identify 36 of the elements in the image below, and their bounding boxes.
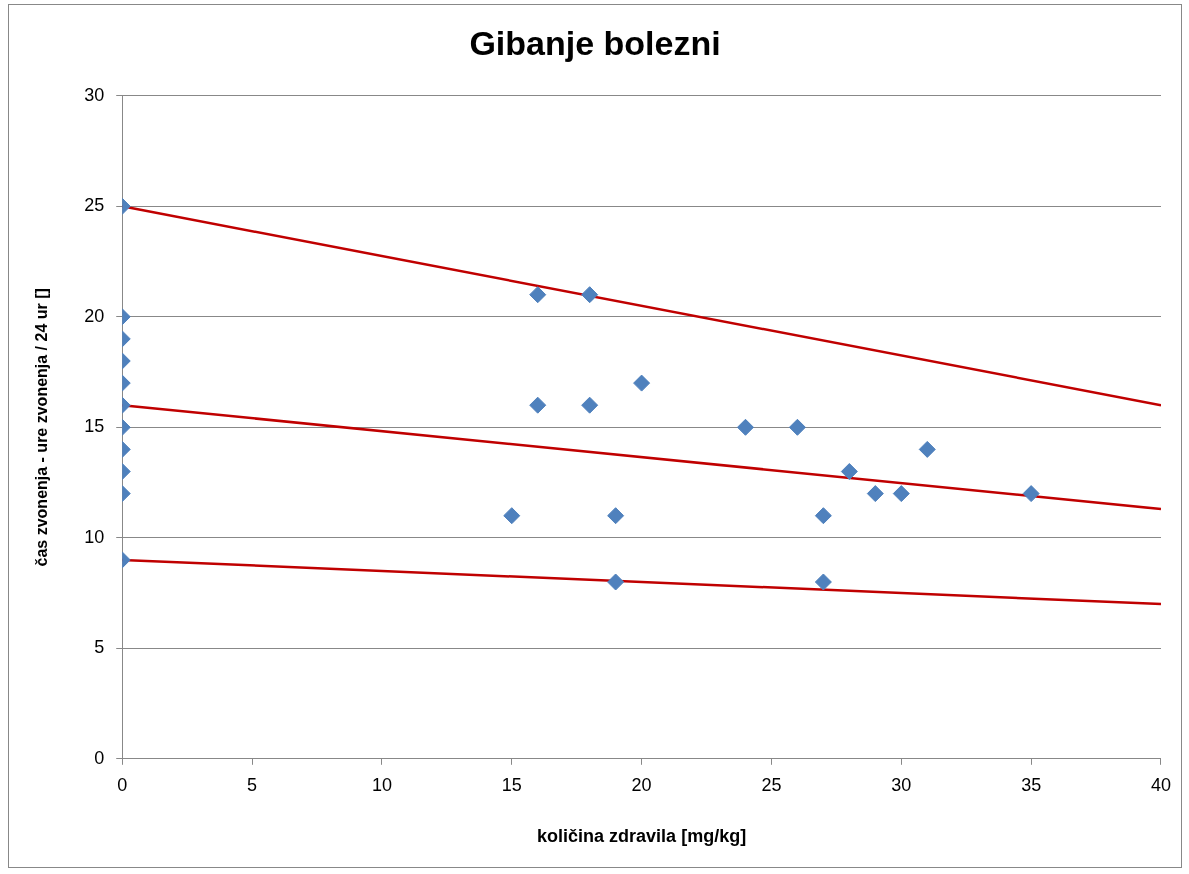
y-tick-label: 25: [84, 195, 105, 216]
x-tick-label: 40: [1150, 774, 1171, 795]
point: [788, 418, 806, 436]
x-tick-label: 10: [371, 774, 392, 795]
y-tick-label: 0: [94, 747, 105, 768]
x-tick-label: 30: [891, 774, 912, 795]
x-tick-label: 25: [761, 774, 782, 795]
chart-title: Gibanje bolezni: [469, 23, 721, 62]
point: [1022, 485, 1040, 503]
y-tick-label: 30: [84, 84, 105, 105]
y-tick-label: 5: [94, 637, 105, 658]
point: [814, 573, 832, 591]
point: [529, 396, 547, 414]
y-tick-label: 20: [84, 305, 105, 326]
point: [840, 463, 858, 480]
point: [529, 286, 547, 304]
x-tick-label: 20: [631, 774, 652, 795]
x-tick-label: 5: [247, 774, 258, 795]
x-tick-label: 0: [117, 774, 128, 795]
point: [607, 573, 625, 591]
point: [633, 374, 651, 392]
x-tick-label: 15: [501, 774, 522, 795]
point: [892, 485, 910, 503]
point: [736, 418, 754, 436]
point: [581, 396, 599, 414]
point: [866, 485, 884, 503]
x-axis-title: količina zdravila [mg/kg]: [537, 826, 747, 847]
y-axis-title: čas zvonenja - ure zvonenja / 24 ur []: [33, 288, 51, 567]
point: [581, 286, 599, 304]
point: [607, 507, 625, 525]
y-tick-label: 15: [84, 416, 105, 437]
x-tick-label: 35: [1021, 774, 1042, 795]
y-tick-label: 10: [84, 526, 105, 547]
point: [503, 507, 521, 525]
point: [814, 507, 832, 525]
point: [918, 440, 936, 458]
